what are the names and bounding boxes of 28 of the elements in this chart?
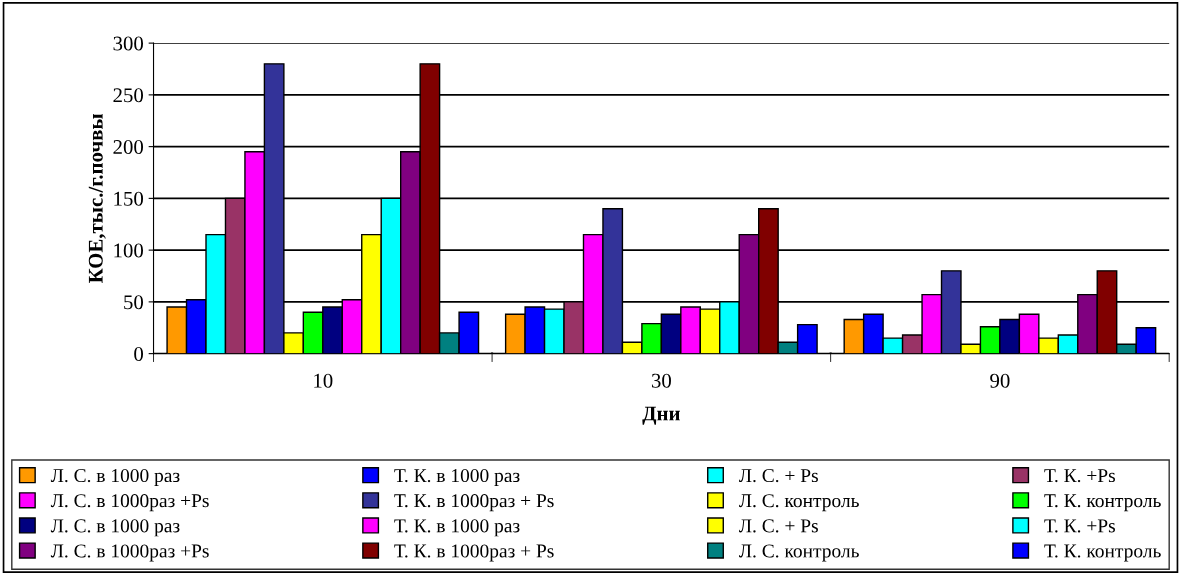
legend-label: Л. С. контроль — [739, 544, 859, 562]
y-tick-label: 300 — [113, 36, 144, 51]
legend-label: Т. К. в 1000раз + Ps — [394, 544, 554, 562]
x-tick-label: 90 — [990, 373, 1010, 388]
y-tick-label: 100 — [114, 243, 144, 258]
legend-label: Л. С. в 1000 раз — [50, 519, 180, 537]
y-tick-label: 0 — [134, 347, 144, 362]
legend-label: Л. С. в 1000раз +Ps — [50, 544, 209, 562]
x-axis-title: Дни — [642, 406, 680, 425]
y-axis-title: КОЕ,тыс./г.почвы — [88, 113, 106, 284]
x-tick-label: 30 — [651, 373, 671, 388]
x-tick-label: 10 — [314, 373, 333, 388]
legend-label: Т. К. в 1000 раз — [394, 519, 520, 537]
y-tick-label: 150 — [114, 191, 144, 206]
legend-label: Т. К. +Ps — [1044, 469, 1115, 483]
y-tick-label: 250 — [113, 88, 144, 103]
legend-label: Л. С. + Ps — [739, 469, 818, 483]
y-tick-label: 200 — [113, 140, 144, 155]
legend-label: Т. К. в 1000 раз — [394, 468, 520, 487]
legend-label: Л. С. контроль — [739, 494, 859, 512]
legend-label: Т. К. контроль — [1044, 494, 1161, 512]
legend-label: Т. К. +Ps — [1044, 519, 1115, 533]
legend-label: Л. С. в 1000 раз — [50, 468, 180, 487]
legend-label: Л. С. + Ps — [739, 519, 818, 533]
legend-label: Т. К. в 1000раз + Ps — [394, 494, 554, 512]
legend-label: Л. С. в 1000раз +Ps — [50, 494, 209, 512]
y-tick-label: 50 — [124, 295, 144, 310]
legend-label: Т. К. контроль — [1044, 544, 1161, 562]
